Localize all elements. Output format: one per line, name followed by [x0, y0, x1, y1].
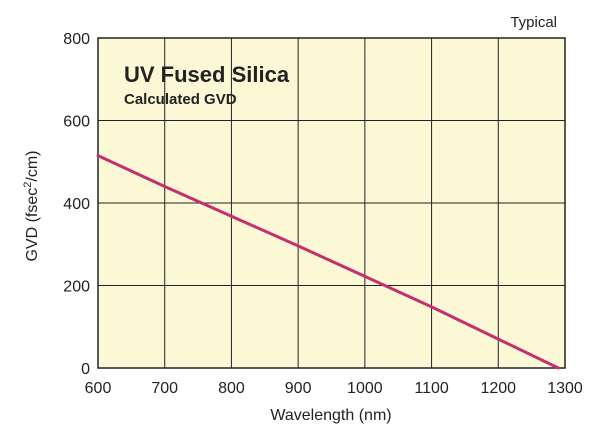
y-tick-label-1: 200 — [63, 279, 90, 296]
y-axis-label-superscript: 2 — [22, 182, 34, 188]
x-axis-label: Wavelength (nm) — [270, 407, 391, 424]
plot-frame — [97, 37, 566, 369]
x-tick-label-3: 900 — [285, 380, 312, 397]
chart-subtitle: Calculated GVD — [124, 91, 237, 108]
y-axis-label: GVD (fsec2/cm) — [22, 150, 41, 261]
x-tick-label-2: 800 — [218, 380, 245, 397]
gvd-series-line — [96, 154, 560, 370]
x-tick-label-5: 1100 — [414, 380, 449, 397]
typical-annotation: Typical — [510, 14, 557, 31]
x-tick-labels: 600 700 800 900 1000 1100 1200 1300 — [85, 380, 583, 397]
y-tick-label-2: 400 — [63, 196, 90, 213]
x-tick-label-1: 700 — [151, 380, 178, 397]
y-axis-label-main: GVD (fsec — [24, 188, 41, 262]
x-tick-label-7: 1300 — [547, 380, 583, 397]
y-tick-label-0: 0 — [81, 361, 90, 378]
x-tick-label-0: 600 — [85, 380, 112, 397]
y-tick-labels: 0 200 400 600 800 — [63, 31, 90, 378]
x-tick-label-4: 1000 — [347, 380, 383, 397]
chart-title: UV Fused Silica — [124, 62, 290, 87]
x-tick-label-6: 1200 — [480, 380, 516, 397]
y-tick-label-4: 800 — [63, 31, 90, 48]
y-axis-label-tail: /cm) — [24, 150, 41, 181]
y-tick-label-3: 600 — [63, 114, 90, 131]
